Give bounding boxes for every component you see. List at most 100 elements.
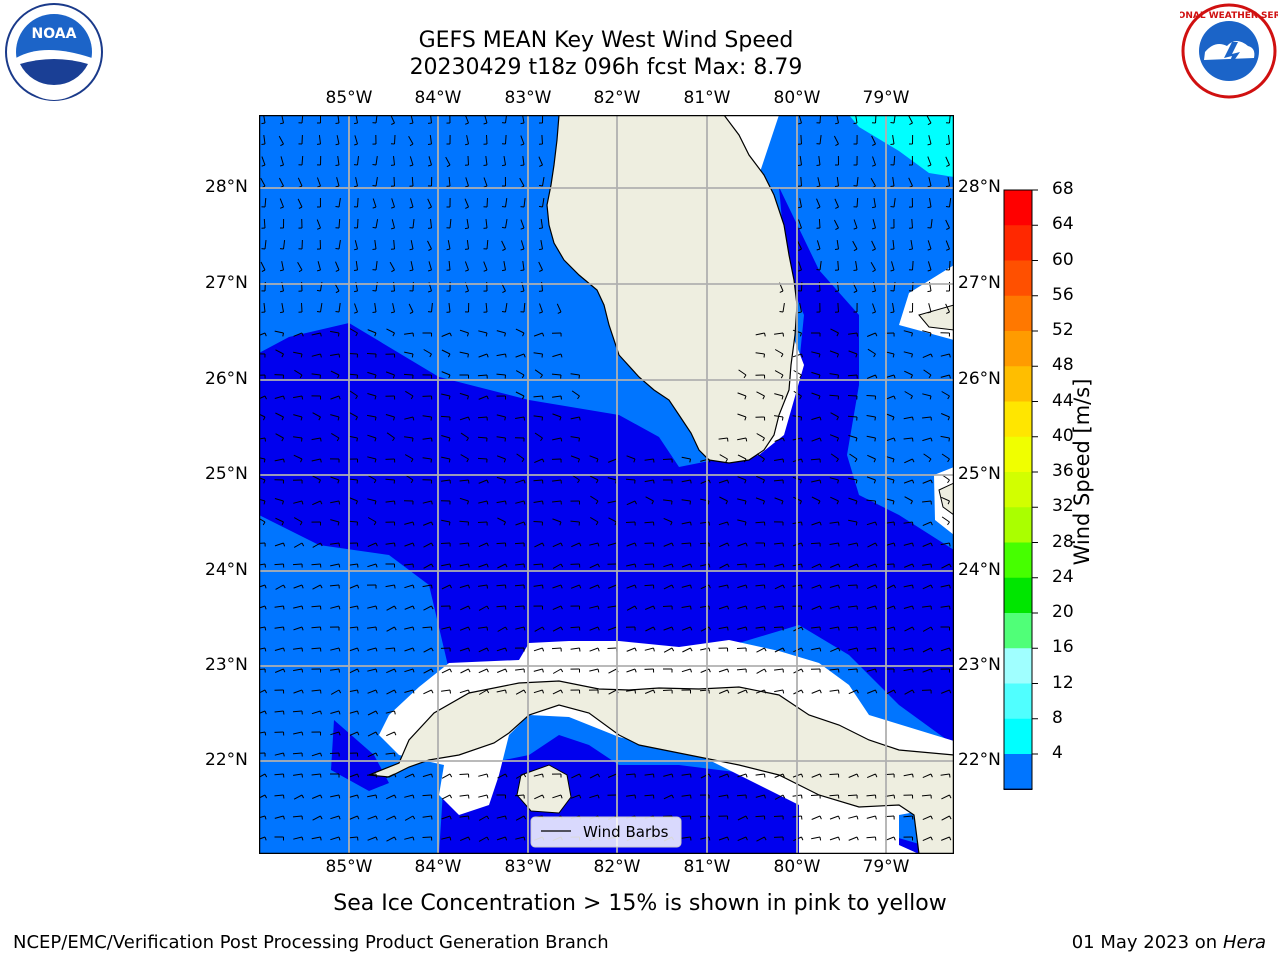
wind-barb-icon <box>281 261 284 271</box>
wind-barb-tick <box>689 500 691 505</box>
wind-barb-icon <box>441 794 451 800</box>
wind-barb-icon <box>552 689 562 695</box>
wind-barb-icon <box>404 836 414 840</box>
wind-barb-icon <box>922 815 932 821</box>
wind-barb-tick <box>338 710 341 715</box>
wind-barb-tick <box>335 290 340 294</box>
wind-barb-icon <box>811 584 821 589</box>
wind-barb-icon <box>274 563 284 566</box>
wind-barb-tick <box>797 206 802 209</box>
wind-barb-tick <box>264 437 266 442</box>
wind-barb-icon <box>355 177 358 187</box>
wind-barb-icon <box>719 563 728 569</box>
wind-barb-tick <box>579 542 582 547</box>
wind-barb-icon <box>441 584 451 590</box>
wind-barb-tick <box>261 143 266 145</box>
wind-barb-tick <box>449 689 451 694</box>
wind-barb-icon <box>947 177 950 187</box>
wind-barb-tick <box>653 689 656 694</box>
wind-barb-tick <box>320 710 322 715</box>
wind-barb-icon <box>312 794 321 799</box>
wind-barb-tick <box>412 815 416 820</box>
wind-barb-tick <box>930 563 932 568</box>
wind-barb-icon <box>811 773 821 778</box>
lat-label: 25°N <box>205 464 248 484</box>
wind-barb-tick <box>595 521 599 526</box>
wind-barb-tick <box>505 500 507 505</box>
wind-barb-icon <box>311 458 321 462</box>
wind-barb-icon <box>336 177 340 187</box>
wind-barb-icon <box>391 219 395 229</box>
wind-barb-icon <box>811 392 821 397</box>
wind-barb-tick <box>872 311 876 314</box>
wind-barb-tick <box>357 815 360 820</box>
wind-barb-icon <box>571 773 580 779</box>
wind-barb-icon <box>904 391 913 397</box>
wind-barb-tick <box>280 206 284 209</box>
wind-barb-icon <box>866 626 876 630</box>
wind-barb-icon <box>829 773 839 775</box>
wind-barb-tick <box>912 626 915 631</box>
wind-barb-icon <box>316 177 321 187</box>
wind-barb-tick <box>579 773 582 778</box>
wind-barb-tick <box>819 689 822 694</box>
wind-barb-icon <box>422 836 432 838</box>
wind-barb-tick <box>503 521 506 526</box>
wind-barb-icon <box>259 457 266 460</box>
wind-barb-tick <box>264 689 268 694</box>
wind-barb-icon <box>330 519 340 523</box>
wind-barb-icon <box>922 647 932 653</box>
wind-barb-icon <box>626 647 636 652</box>
wind-barb-tick <box>542 626 545 631</box>
wind-barb-tick <box>560 395 562 400</box>
wind-barb-icon <box>756 433 765 439</box>
wind-barb-icon <box>847 415 858 418</box>
wind-barb-tick <box>838 521 840 526</box>
wind-barb-tick <box>579 794 582 799</box>
wind-barb-tick <box>929 332 932 337</box>
wind-barb-tick <box>486 773 489 778</box>
wind-barb-icon <box>737 815 747 821</box>
wind-barb-icon <box>281 303 284 313</box>
wind-barb-icon <box>922 437 932 442</box>
wind-barb-icon <box>774 563 784 567</box>
wind-barb-tick <box>394 710 396 715</box>
wind-barb-tick <box>486 647 489 652</box>
wind-barb-tick <box>298 206 303 209</box>
wind-barb-tick <box>504 479 506 484</box>
wind-barb-tick <box>853 122 858 125</box>
wind-barb-tick <box>504 437 506 442</box>
wind-barb-icon <box>755 563 765 566</box>
wind-barb-icon <box>908 177 913 187</box>
wind-barb-icon <box>349 668 358 674</box>
wind-barb-icon <box>354 135 358 145</box>
wind-barb-tick <box>560 437 563 442</box>
wind-barb-icon <box>496 476 506 481</box>
wind-barb-tick <box>690 605 692 610</box>
wind-barb-icon <box>348 478 358 481</box>
wind-barb-icon <box>385 752 395 755</box>
wind-barb-tick <box>428 206 432 209</box>
lon-label: 85°W <box>325 88 373 108</box>
wind-barb-icon <box>903 647 913 651</box>
wind-barb-tick <box>411 353 414 358</box>
wind-barb-tick <box>890 206 895 208</box>
wind-barb-icon <box>330 710 340 714</box>
wind-barb-tick <box>504 332 506 337</box>
wind-barb-tick <box>485 332 488 337</box>
wind-barb-tick <box>372 164 377 166</box>
wind-barb-icon <box>608 584 617 589</box>
wind-barb-tick <box>486 605 490 610</box>
wind-barb-icon <box>274 773 284 776</box>
lat-label: 27°N <box>205 273 248 293</box>
wind-barb-icon <box>829 434 839 439</box>
wind-barb-tick <box>281 416 284 421</box>
wind-barb-tick <box>375 815 378 820</box>
wind-barb-icon <box>923 369 932 376</box>
wind-barb-tick <box>930 479 933 484</box>
wind-barb-tick <box>392 437 395 442</box>
wind-barb-icon <box>275 433 284 439</box>
wind-barb-tick <box>949 605 951 610</box>
wind-barb-icon <box>848 434 858 439</box>
wind-barb-icon <box>349 584 358 589</box>
